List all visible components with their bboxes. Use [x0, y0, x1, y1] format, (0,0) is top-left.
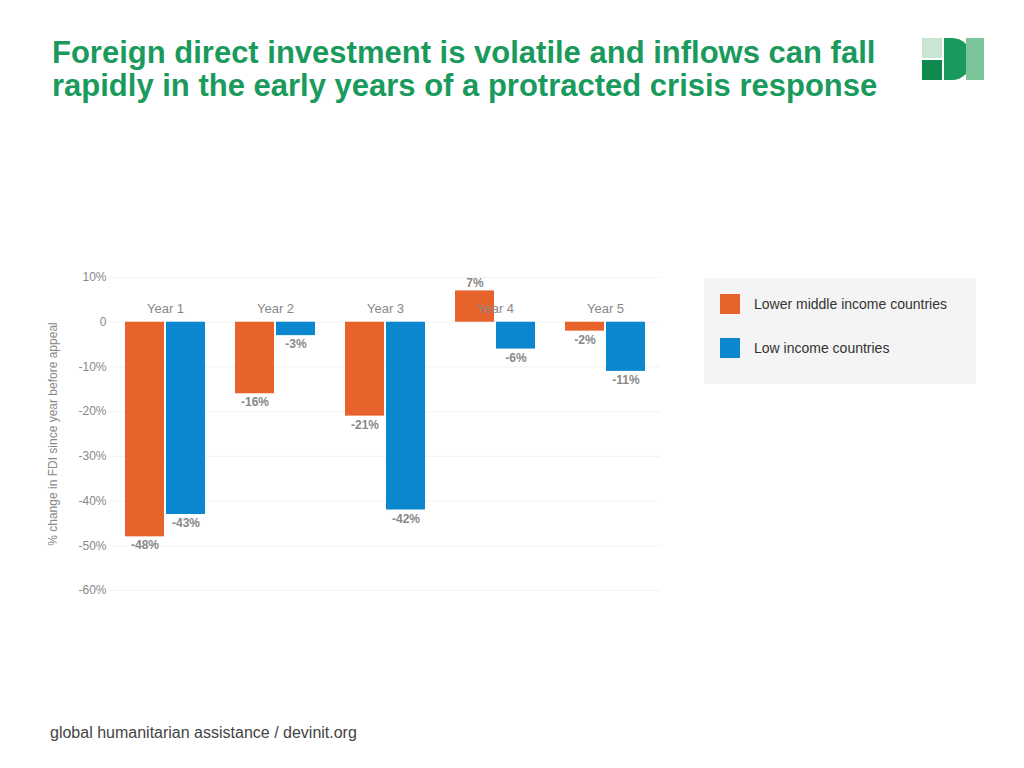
svg-text:-50%: -50% [78, 539, 106, 553]
svg-text:-20%: -20% [78, 404, 106, 418]
html-text:Low income countries: Low income countries [754, 340, 890, 356]
svg-text:Year 3: Year 3 [367, 301, 404, 316]
svg-text:-10%: -10% [78, 360, 106, 374]
svg-text:% change in FDI since year bef: % change in FDI since year before appeal [46, 322, 60, 545]
svg-text:-21%: -21% [351, 418, 379, 432]
svg-text:-2%: -2% [574, 333, 596, 347]
svg-text:-48%: -48% [131, 538, 159, 552]
svg-text:-16%: -16% [241, 395, 269, 409]
svg-text:Year 5: Year 5 [587, 301, 624, 316]
svg-text:-11%: -11% [612, 373, 640, 387]
svg-text:10%: 10% [82, 270, 106, 284]
html-text:Lower middle income countries: Lower middle income countries [754, 296, 947, 312]
svg-text:-30%: -30% [78, 449, 106, 463]
svg-text:0: 0 [100, 315, 107, 329]
html-text:global humanitarian assistance: global humanitarian assistance / devinit… [50, 724, 357, 741]
svg-text:Year 1: Year 1 [147, 301, 184, 316]
svg-text:-42%: -42% [392, 512, 420, 526]
svg-text:-43%: -43% [172, 516, 200, 530]
svg-text:-3%: -3% [285, 337, 307, 351]
svg-text:Year 4: Year 4 [477, 301, 514, 316]
html-text:Foreign direct investment is v: Foreign direct investment is volatile an… [52, 35, 878, 103]
svg-text:-6%: -6% [505, 351, 527, 365]
svg-text:-40%: -40% [78, 494, 106, 508]
svg-text:7%: 7% [466, 276, 484, 290]
svg-text:Year 2: Year 2 [257, 301, 294, 316]
svg-text:-60%: -60% [78, 583, 106, 597]
